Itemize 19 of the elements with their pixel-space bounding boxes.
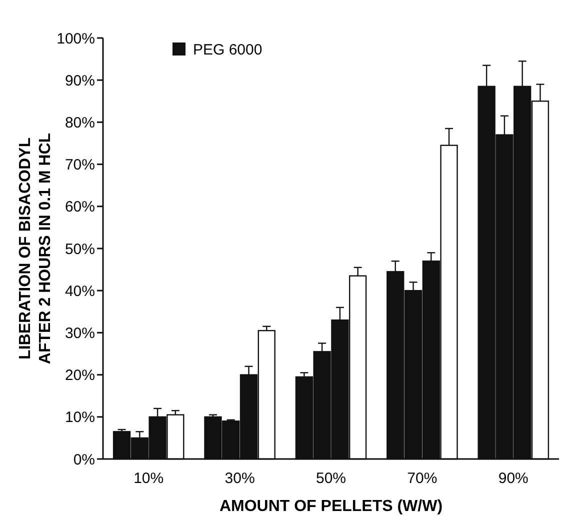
y-tick-label: 100%	[56, 30, 95, 48]
y-tick-label: 50%	[64, 240, 95, 258]
x-axis-title: AMOUNT OF PELLETS (W/W)	[219, 498, 443, 515]
y-tick-label: 80%	[64, 114, 95, 132]
y-tick-label: 70%	[64, 156, 95, 174]
y-axis-title: LIBERATION OF BISACODYL AFTER 2 HOURS IN 0.1 M HCL	[17, 132, 54, 364]
x-tick-label: 30%	[224, 470, 255, 487]
y-tick-label: 30%	[64, 324, 95, 342]
legend-label: PEG 6000	[193, 41, 262, 58]
x-tick-label: 10%	[134, 470, 164, 487]
x-tick-label: 70%	[407, 470, 438, 487]
y-tick-label: 40%	[64, 282, 95, 300]
x-tick-label: 90%	[498, 470, 528, 487]
y-tick-label: 90%	[64, 72, 95, 90]
y-tick-label: 20%	[64, 367, 95, 384]
x-tick-label: 50%	[316, 470, 346, 487]
y-tick-label: 10%	[64, 409, 95, 426]
y-tick-label: 0%	[73, 451, 95, 468]
y-tick-label: 60%	[64, 198, 95, 216]
